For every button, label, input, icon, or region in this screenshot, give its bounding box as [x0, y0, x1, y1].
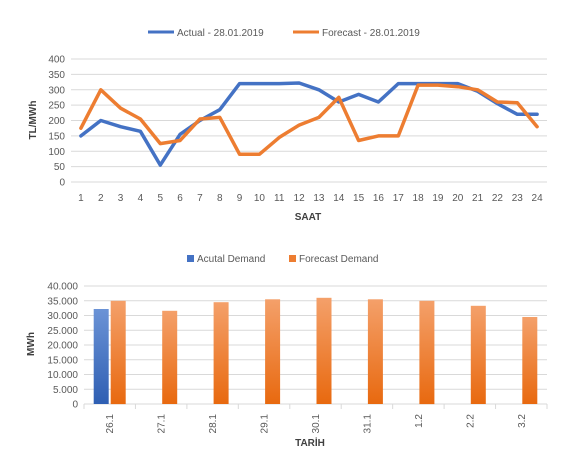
line-y-tick-label: 0 — [59, 178, 65, 189]
bar-y-tick-label: 30.000 — [47, 311, 78, 322]
line-x-tick-label: 8 — [217, 193, 223, 204]
line-x-tick-label: 7 — [197, 193, 203, 204]
actual-demand-bar — [93, 309, 109, 404]
bar-y-tick-label: 40.000 — [47, 282, 78, 293]
line-chart: Actual - 28.01.2019 Forecast - 28.01.201… — [28, 28, 547, 223]
line-x-tick-label: 16 — [373, 193, 385, 204]
line-y-tick-label: 100 — [48, 147, 65, 158]
line-x-tick-label: 9 — [237, 193, 243, 204]
actual-price-line — [79, 81, 539, 167]
bar-y-tick-label: 0 — [72, 400, 78, 411]
line-x-tick-label: 22 — [492, 193, 504, 204]
forecast-demand-bar — [316, 297, 332, 404]
bar-x-tick-label: 30.1 — [311, 414, 322, 434]
bar-x-tick-label: 1.2 — [414, 414, 425, 428]
bar-legend: Acutal Demand Forecast Demand — [187, 254, 378, 265]
line-y-tick-labels: 0 50 100 150 200 250 300 350 400 — [48, 55, 65, 189]
bar-y-tick-label: 25.000 — [47, 326, 78, 337]
line-x-tick-label: 10 — [254, 193, 266, 204]
line-x-tick-label: 1 — [78, 193, 84, 204]
bar-y-tick-label: 20.000 — [47, 341, 78, 352]
bar-x-axis-title: TARİH — [295, 436, 325, 449]
forecast-demand-bar — [213, 302, 229, 404]
bar-y-tick-label: 5.000 — [53, 385, 78, 396]
bar-x-tick-label: 29.1 — [260, 414, 271, 434]
bar-chart: Acutal Demand Forecast Demand 0 5.000 10.0… — [26, 254, 548, 449]
line-x-tick-label: 3 — [118, 193, 124, 204]
bar-x-tick-labels: 26.1 27.1 28.1 29.1 30.1 31.1 1.2 2.2 3.2 — [105, 414, 528, 434]
line-x-axis-title: SAAT — [295, 212, 321, 223]
forecast-demand-bar — [367, 299, 383, 404]
line-x-tick-label: 17 — [393, 193, 405, 204]
legend-label-actual: Actual - 28.01.2019 — [177, 28, 264, 39]
line-y-tick-label: 250 — [48, 101, 65, 112]
line-x-tick-label: 15 — [353, 193, 365, 204]
line-y-tick-label: 200 — [48, 116, 65, 127]
forecast-price-line — [79, 83, 539, 157]
line-x-tick-label: 23 — [512, 193, 524, 204]
line-series-group — [79, 81, 539, 167]
line-y-tick-label: 300 — [48, 85, 65, 96]
legend-label-forecast-demand: Forecast Demand — [299, 254, 378, 265]
line-y-axis-title: TL/MWh — [28, 101, 39, 140]
line-x-tick-labels: 1 2 3 4 5 6 7 8 9 10 11 12 13 14 15 16 17 18 19 20 21 22 23 24 — [78, 193, 543, 204]
bar-gridlines — [83, 285, 548, 409]
line-x-tick-label: 2 — [98, 193, 104, 204]
forecast-demand-bar — [522, 317, 538, 404]
line-x-tick-label: 11 — [274, 193, 285, 204]
line-x-tick-label: 12 — [294, 193, 306, 204]
line-x-tick-label: 13 — [313, 193, 325, 204]
bar-x-tick-label: 26.1 — [105, 414, 116, 434]
forecast-demand-bar — [470, 305, 486, 404]
line-x-tick-label: 21 — [472, 193, 484, 204]
line-gridlines — [71, 58, 547, 183]
bar-y-tick-label: 35.000 — [47, 296, 78, 307]
line-x-tick-label: 4 — [138, 193, 144, 204]
line-x-tick-label: 18 — [413, 193, 425, 204]
bar-x-tick-label: 3.2 — [517, 414, 528, 428]
bar-x-tick-label: 28.1 — [208, 414, 219, 434]
line-y-tick-label: 150 — [48, 131, 65, 142]
forecast-demand-bar — [110, 300, 126, 405]
bar-x-tick-label: 2.2 — [465, 414, 476, 428]
bar-series-group — [93, 297, 538, 405]
forecast-demand-bar — [162, 310, 178, 404]
line-x-tick-label: 24 — [532, 193, 544, 204]
bar-y-tick-labels: 0 5.000 10.000 15.000 20.000 25.000 30.000 35.0… — [47, 282, 78, 411]
line-legend: Actual - 28.01.2019 Forecast - 28.01.201… — [148, 28, 420, 39]
legend-label-actual-demand: Acutal Demand — [197, 254, 265, 265]
line-x-tick-label: 19 — [432, 193, 444, 204]
bar-x-tick-label: 27.1 — [157, 414, 168, 434]
line-y-tick-label: 400 — [48, 55, 65, 66]
forecast-demand-bar — [419, 300, 435, 405]
forecast-demand-bar — [265, 299, 281, 404]
line-x-tick-label: 20 — [452, 193, 464, 204]
bar-y-tick-label: 15.000 — [47, 355, 78, 366]
legend-swatch-forecast-demand — [289, 255, 296, 262]
line-x-tick-label: 14 — [333, 193, 345, 204]
legend-label-forecast: Forecast - 28.01.2019 — [322, 28, 420, 39]
bar-y-tick-label: 10.000 — [47, 370, 78, 381]
bar-x-tick-label: 31.1 — [362, 414, 373, 434]
line-x-tick-label: 6 — [177, 193, 183, 204]
bar-y-axis-title: MWh — [26, 332, 37, 356]
line-x-tick-label: 5 — [157, 193, 163, 204]
legend-swatch-actual-demand — [187, 255, 194, 262]
line-y-tick-label: 350 — [48, 70, 65, 81]
line-y-tick-label: 50 — [54, 162, 66, 173]
